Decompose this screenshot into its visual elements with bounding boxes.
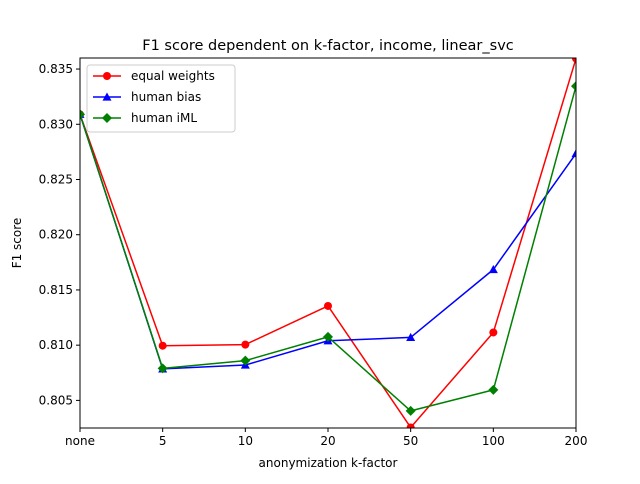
data-point — [572, 58, 576, 63]
legend: equal weights human bias human iML — [86, 64, 236, 133]
data-point — [488, 384, 499, 395]
data-point — [406, 423, 415, 428]
y-tick-label: 0.805 — [39, 393, 73, 407]
y-tick-label: 0.825 — [39, 172, 73, 186]
y-tick-label: 0.810 — [39, 338, 73, 352]
data-point — [405, 405, 416, 416]
data-point — [324, 301, 332, 310]
legend-item: human iML — [93, 111, 197, 125]
x-axis: none 5 10 20 50 100 200 — [65, 428, 587, 448]
legend-label: human bias — [131, 90, 201, 104]
data-point — [80, 109, 85, 120]
data-point — [323, 331, 333, 342]
x-tick-label: 200 — [565, 434, 588, 448]
data-point — [488, 265, 498, 274]
data-point — [489, 328, 498, 337]
legend-box — [86, 64, 236, 133]
data-point — [157, 363, 168, 374]
y-axis-label: F1 score — [10, 218, 24, 269]
data-point — [571, 81, 576, 92]
data-point — [571, 149, 576, 158]
data-point — [158, 341, 167, 350]
y-tick-label: 0.820 — [39, 228, 73, 242]
series-human-iML — [80, 81, 576, 416]
y-tick-label: 0.830 — [39, 117, 73, 131]
y-axis: 0.805 0.810 0.815 0.820 0.825 0.830 0.835 — [39, 62, 80, 407]
data-point — [241, 340, 250, 349]
data-point — [240, 355, 251, 366]
legend-marker — [103, 72, 111, 80]
x-tick-label: 5 — [159, 434, 167, 448]
chart-title: F1 score dependent on k-factor, income, … — [142, 38, 514, 54]
data-point — [406, 332, 416, 342]
legend-label: human iML — [131, 111, 197, 125]
x-tick-label: 50 — [403, 434, 418, 448]
legend-item: human bias — [93, 90, 201, 104]
x-tick-label: none — [65, 434, 95, 448]
legend-marker — [102, 113, 112, 123]
series-layer — [80, 58, 576, 428]
y-tick-label: 0.835 — [39, 62, 73, 76]
x-tick-label: 20 — [320, 434, 335, 448]
x-axis-label: anonymization k-factor — [259, 456, 398, 470]
x-tick-label: 100 — [482, 434, 505, 448]
x-tick-label: 10 — [238, 434, 253, 448]
legend-label: equal weights — [131, 69, 215, 83]
legend-marker — [102, 92, 112, 101]
legend-item: equal weights — [93, 69, 215, 83]
y-tick-label: 0.815 — [39, 283, 73, 297]
